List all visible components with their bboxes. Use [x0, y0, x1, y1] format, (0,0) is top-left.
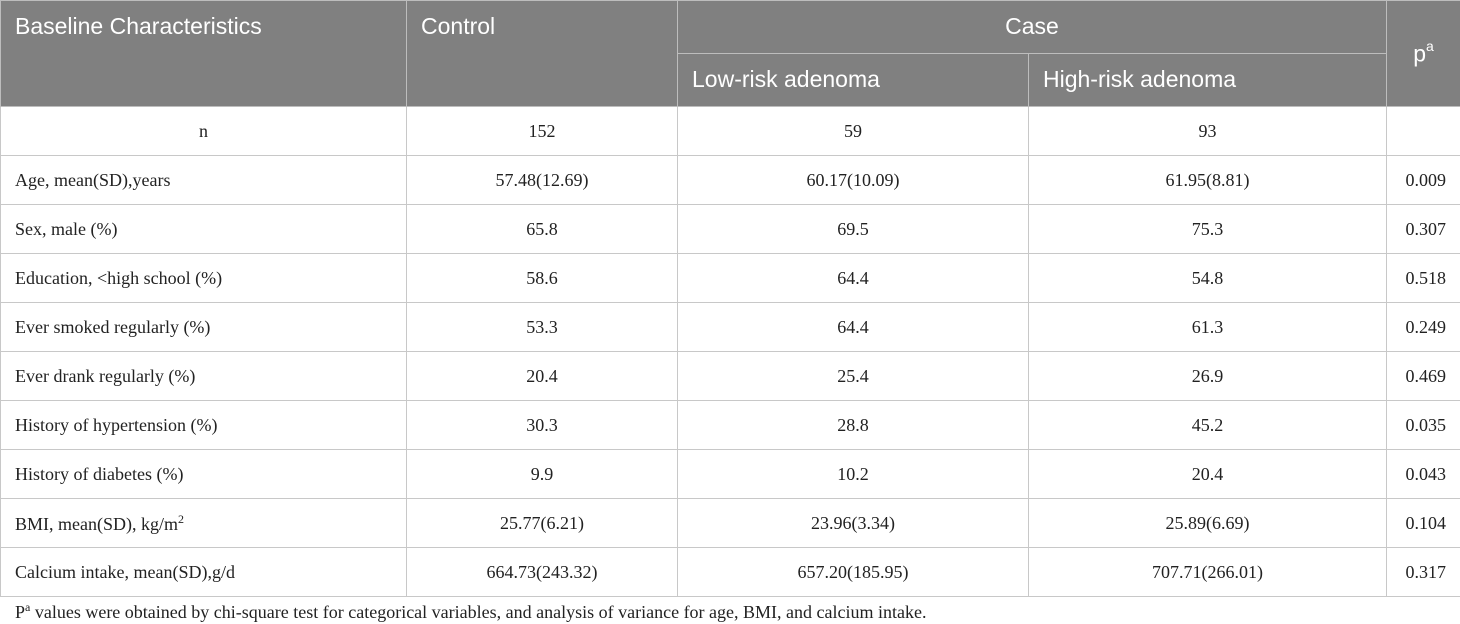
low-risk-value: 10.2: [677, 449, 1029, 499]
p-value: 0.035: [1386, 400, 1460, 450]
table-footnote: Pa values were obtained by chi-square te…: [15, 600, 926, 623]
table-row: Ever smoked regularly (%) 53.3 64.4 61.3…: [0, 302, 1460, 352]
p-value: 0.104: [1386, 498, 1460, 548]
table-row: BMI, mean(SD), kg/m2 25.77(6.21) 23.96(3…: [0, 498, 1460, 548]
control-value: 53.3: [406, 302, 678, 352]
p-value: 0.317: [1386, 547, 1460, 597]
header-control: Control: [406, 0, 678, 107]
row-label: Ever drank regularly (%): [0, 351, 407, 401]
row-label: Sex, male (%): [0, 204, 407, 254]
low-risk-value: 69.5: [677, 204, 1029, 254]
header-case: Case: [676, 0, 1388, 54]
row-label: Age, mean(SD),years: [0, 155, 407, 205]
control-value: 9.9: [406, 449, 678, 499]
high-risk-value: 93: [1027, 106, 1388, 156]
high-risk-value: 45.2: [1027, 400, 1388, 450]
p-value: 0.518: [1386, 253, 1460, 303]
control-value: 65.8: [406, 204, 678, 254]
control-value: 57.48(12.69): [406, 155, 678, 205]
low-risk-value: 59: [677, 106, 1029, 156]
p-value: 0.307: [1386, 204, 1460, 254]
control-value: 20.4: [406, 351, 678, 401]
low-risk-value: 23.96(3.34): [677, 498, 1029, 548]
low-risk-value: 64.4: [677, 302, 1029, 352]
row-label-sup: 2: [177, 511, 184, 526]
p-value: 0.469: [1386, 351, 1460, 401]
row-label: Education, <high school (%): [0, 253, 407, 303]
table-row: Ever drank regularly (%) 20.4 25.4 26.9 …: [0, 351, 1460, 401]
low-risk-value: 25.4: [677, 351, 1029, 401]
table-row: History of diabetes (%) 9.9 10.2 20.4 0.…: [0, 449, 1460, 499]
row-label: BMI, mean(SD), kg/m2: [0, 498, 407, 548]
header-baseline: Baseline Characteristics: [0, 0, 407, 107]
control-value: 664.73(243.32): [406, 547, 678, 597]
row-label: History of diabetes (%): [0, 449, 407, 499]
table-row: Sex, male (%) 65.8 69.5 75.3 0.307: [0, 204, 1460, 254]
row-label: Calcium intake, mean(SD),g/d: [0, 547, 407, 597]
header-p-value: pa: [1386, 0, 1460, 107]
row-label: Ever smoked regularly (%): [0, 302, 407, 352]
high-risk-value: 61.3: [1027, 302, 1388, 352]
table-row: History of hypertension (%) 30.3 28.8 45…: [0, 400, 1460, 450]
low-risk-value: 64.4: [677, 253, 1029, 303]
high-risk-value: 61.95(8.81): [1027, 155, 1388, 205]
high-risk-value: 54.8: [1027, 253, 1388, 303]
p-value: 0.043: [1386, 449, 1460, 499]
high-risk-value: 707.71(266.01): [1027, 547, 1388, 597]
header-p-label: p: [1413, 40, 1427, 67]
low-risk-value: 657.20(185.95): [677, 547, 1029, 597]
footnote-sup: a: [25, 600, 31, 614]
control-value: 152: [406, 106, 678, 156]
table-row: n 152 59 93: [0, 106, 1460, 156]
high-risk-value: 20.4: [1027, 449, 1388, 499]
header-high-risk: High-risk adenoma: [1027, 53, 1388, 107]
low-risk-value: 60.17(10.09): [677, 155, 1029, 205]
p-value: [1386, 106, 1460, 156]
p-value: 0.009: [1386, 155, 1460, 205]
baseline-characteristics-table: Baseline Characteristics Control Case pa…: [0, 0, 1460, 597]
control-value: 58.6: [406, 253, 678, 303]
control-value: 30.3: [406, 400, 678, 450]
p-value: 0.249: [1386, 302, 1460, 352]
row-label: n: [0, 106, 407, 156]
table-row: Calcium intake, mean(SD),g/d 664.73(243.…: [0, 547, 1460, 597]
table-row: Education, <high school (%) 58.6 64.4 54…: [0, 253, 1460, 303]
header-low-risk: Low-risk adenoma: [677, 53, 1029, 107]
row-label: History of hypertension (%): [0, 400, 407, 450]
high-risk-value: 75.3: [1027, 204, 1388, 254]
footnote-lead: P: [15, 602, 26, 622]
high-risk-value: 26.9: [1027, 351, 1388, 401]
table-row: Age, mean(SD),years 57.48(12.69) 60.17(1…: [0, 155, 1460, 205]
high-risk-value: 25.89(6.69): [1027, 498, 1388, 548]
control-value: 25.77(6.21): [406, 498, 678, 548]
low-risk-value: 28.8: [677, 400, 1029, 450]
header-p-sup: a: [1426, 37, 1434, 54]
footnote-text: values were obtained by chi-square test …: [30, 602, 927, 622]
row-label-text: BMI, mean(SD), kg/m: [15, 513, 178, 534]
